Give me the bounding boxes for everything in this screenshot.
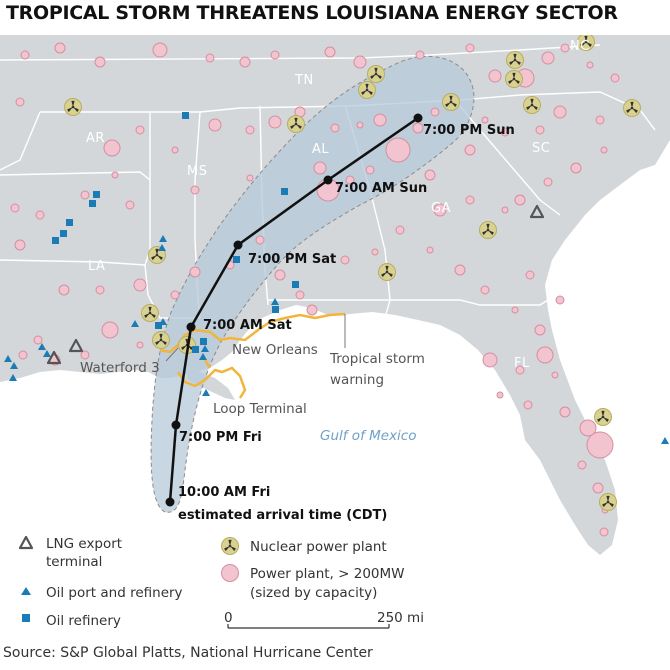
state-label-fl: FL — [514, 356, 530, 371]
track-label-fri-am-sub: estimated arrival time (CDT) — [178, 508, 387, 523]
scale-bar — [227, 624, 390, 629]
track-point-4 — [233, 240, 243, 250]
label-gulf: Gulf of Mexico — [320, 428, 417, 444]
oil-ports — [4, 235, 669, 444]
source-note: Source: S&P Global Platts, National Hurr… — [3, 645, 373, 661]
track-label-sun-pm: 7:00 PM Sun — [423, 123, 515, 138]
track-label-sat-pm: 7:00 PM Sat — [248, 252, 336, 267]
legend-oil-port-label: Oil port and refinery — [46, 585, 183, 601]
track-point-6 — [413, 113, 423, 123]
state-label-la: LA — [88, 259, 105, 274]
track-label-fri-pm: 7:00 PM Fri — [179, 430, 262, 445]
label-new-orleans: New Orleans — [232, 342, 318, 358]
legend-nuclear-icon — [221, 537, 239, 555]
legend-power-icon — [221, 564, 239, 582]
state-label-sc: SC — [532, 141, 550, 156]
track-point-3 — [186, 322, 196, 332]
scale-zero: 0 — [224, 610, 233, 626]
state-label-nc: NC — [570, 39, 590, 54]
label-warning-1: Tropical storm — [329, 351, 425, 367]
track-label-fri-am: 10:00 AM Fri — [178, 485, 270, 500]
label-waterford: Waterford 3 — [80, 360, 160, 376]
legend-nuclear-label: Nuclear power plant — [250, 539, 387, 555]
label-loop-terminal: Loop Terminal — [213, 401, 307, 417]
oil-refineries — [52, 112, 299, 353]
track-points — [165, 113, 423, 507]
scale-end: 250 mi — [377, 610, 424, 626]
state-label-ar: AR — [86, 131, 105, 146]
track-point-1 — [165, 497, 175, 507]
track-point-2 — [171, 420, 181, 430]
waterford-leader — [165, 347, 179, 362]
track-point-5 — [323, 175, 333, 185]
label-warning-2: warning — [330, 372, 384, 388]
legend-lng-label-2: terminal — [46, 554, 102, 570]
state-label-ga: GA — [431, 201, 451, 216]
legend-refinery-label: Oil refinery — [46, 613, 121, 629]
legend-power-label-1: Power plant, > 200MW — [250, 566, 405, 582]
track-label-sun-am: 7:00 AM Sun — [335, 181, 427, 196]
state-label-ms: MS — [187, 164, 207, 179]
state-label-tn: TN — [294, 73, 314, 88]
storm-track — [168, 116, 419, 503]
track-label-sat-am: 7:00 AM Sat — [203, 318, 292, 333]
power-plants — [10, 42, 620, 537]
storm-map: TN AR MS AL SC GA LA FL NC 10:00 AM Fri … — [0, 35, 670, 640]
land-mass — [0, 35, 670, 555]
legend-oil-port-icon — [21, 587, 31, 595]
legend-lng-label-1: LNG export — [46, 536, 122, 552]
legend-refinery-icon — [22, 614, 30, 622]
legend-power-label-2: (sized by capacity) — [250, 585, 377, 601]
state-label-al: AL — [312, 142, 329, 157]
legend: LNG export terminal Oil port and refiner… — [18, 535, 424, 629]
map-title: TROPICAL STORM THREATENS LOUISIANA ENERG… — [6, 2, 618, 24]
